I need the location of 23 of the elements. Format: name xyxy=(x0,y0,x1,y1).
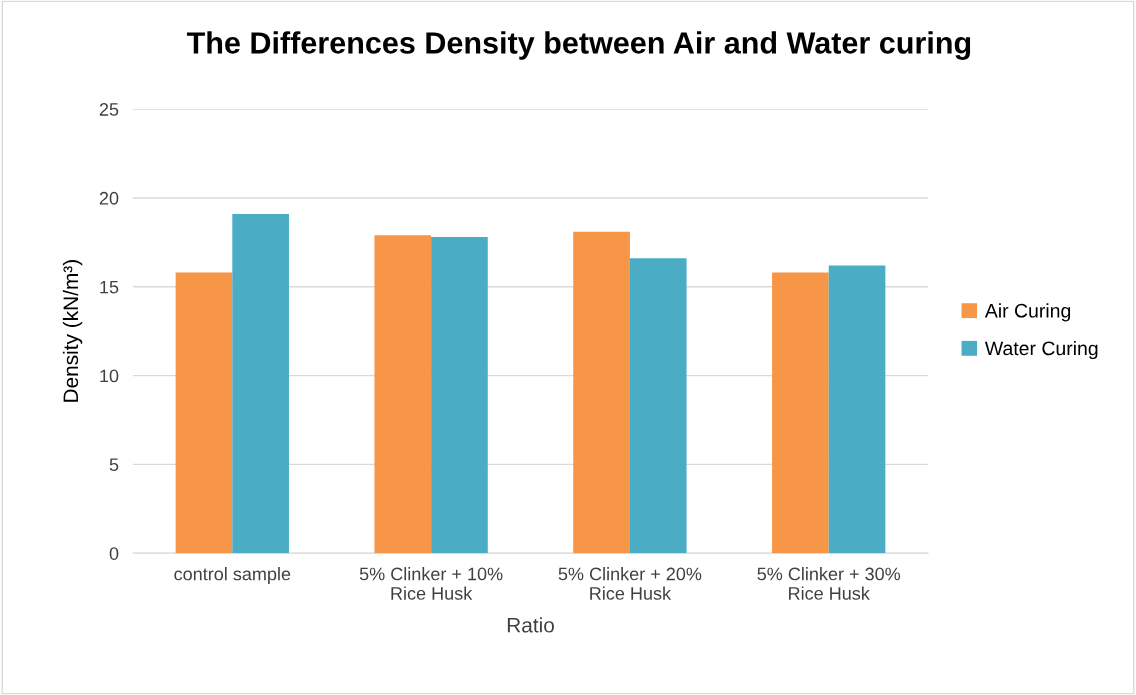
x-tick-label: 5% Clinker + 20% Rice Husk xyxy=(558,567,702,600)
bar xyxy=(232,213,289,554)
bar xyxy=(374,235,432,554)
y-axis-title: Density (kN/m³) xyxy=(62,260,83,402)
chart-title: The Differences Density between Air and Water curing xyxy=(186,31,971,60)
bar xyxy=(828,265,886,554)
y-tick-label: 5 xyxy=(109,458,119,472)
y-tick-label: 0 xyxy=(109,547,119,560)
x-tick-label: 5% Clinker + 30% Rice Husk xyxy=(757,567,901,600)
bar xyxy=(629,258,687,554)
x-axis-title: Ratio xyxy=(507,617,554,633)
bar xyxy=(431,237,488,554)
bar xyxy=(175,272,233,554)
y-tick-label: 20 xyxy=(99,191,119,205)
x-tick-label: 5% Clinker + 10% Rice Husk xyxy=(359,567,503,600)
y-tick-label: 25 xyxy=(99,103,119,116)
legend-label: Water Curing xyxy=(984,340,1098,360)
bar xyxy=(772,272,829,554)
legend-label: Air Curing xyxy=(984,303,1071,322)
bar xyxy=(573,231,630,554)
x-tick-label: control sample xyxy=(174,567,291,584)
y-tick-label: 15 xyxy=(100,280,119,294)
y-tick-label: 10 xyxy=(100,369,119,383)
